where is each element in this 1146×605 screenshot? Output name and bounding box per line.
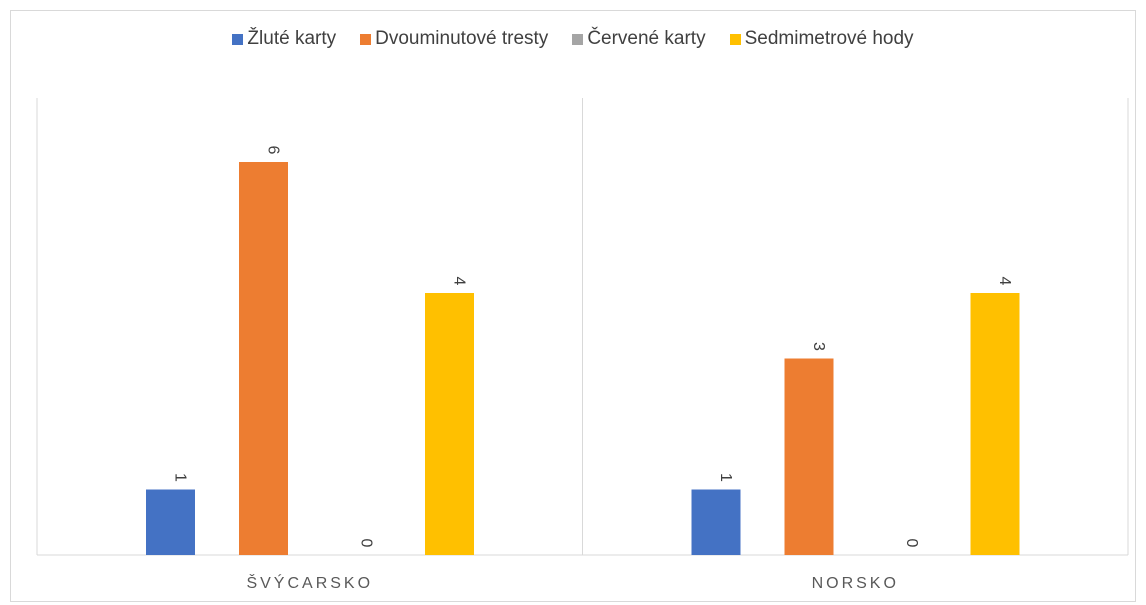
bar-0-3 xyxy=(425,293,474,555)
legend-item-cervene-karty: Červené karty xyxy=(572,28,706,50)
data-label-1-0: 1 xyxy=(717,473,734,482)
legend-swatch-zlute-karty xyxy=(232,33,244,45)
data-label-0-2: 0 xyxy=(358,539,375,548)
legend: Žluté karty Dvouminutové tresty Červené … xyxy=(0,28,1146,50)
data-label-0-0: 1 xyxy=(172,473,189,482)
data-label-1-3: 4 xyxy=(996,277,1013,286)
legend-item-dvouminutove-tresty: Dvouminutové tresty xyxy=(360,28,548,50)
bar-1-1 xyxy=(784,358,834,555)
bar-1-3 xyxy=(970,293,1020,555)
legend-item-zlute-karty: Žluté karty xyxy=(232,28,336,50)
data-label-0-1: 6 xyxy=(265,146,282,155)
category-label-1: NORSKO xyxy=(812,575,899,592)
legend-swatch-cervene-karty xyxy=(572,33,584,45)
legend-label-cervene-karty: Červené karty xyxy=(587,28,706,49)
data-label-1-2: 0 xyxy=(903,539,920,548)
legend-label-zlute-karty: Žluté karty xyxy=(247,28,337,49)
legend-item-sedmimetrove-hody: Sedmimetrové hody xyxy=(729,28,914,50)
legend-label-sedmimetrove-hody: Sedmimetrové hody xyxy=(744,28,914,49)
bar-1-0 xyxy=(691,489,741,555)
bar-0-0 xyxy=(146,489,195,555)
chart-area xyxy=(10,10,1136,602)
legend-label-dvouminutove-tresty: Dvouminutové tresty xyxy=(375,28,549,49)
bar-0-1 xyxy=(239,162,288,555)
category-label-0: ŠVÝCARSKO xyxy=(246,573,373,592)
data-label-1-1: 3 xyxy=(810,342,827,351)
legend-swatch-sedmimetrove-hody xyxy=(729,33,741,45)
data-label-0-3: 4 xyxy=(451,277,468,286)
legend-swatch-dvouminutove-tresty xyxy=(360,33,372,45)
